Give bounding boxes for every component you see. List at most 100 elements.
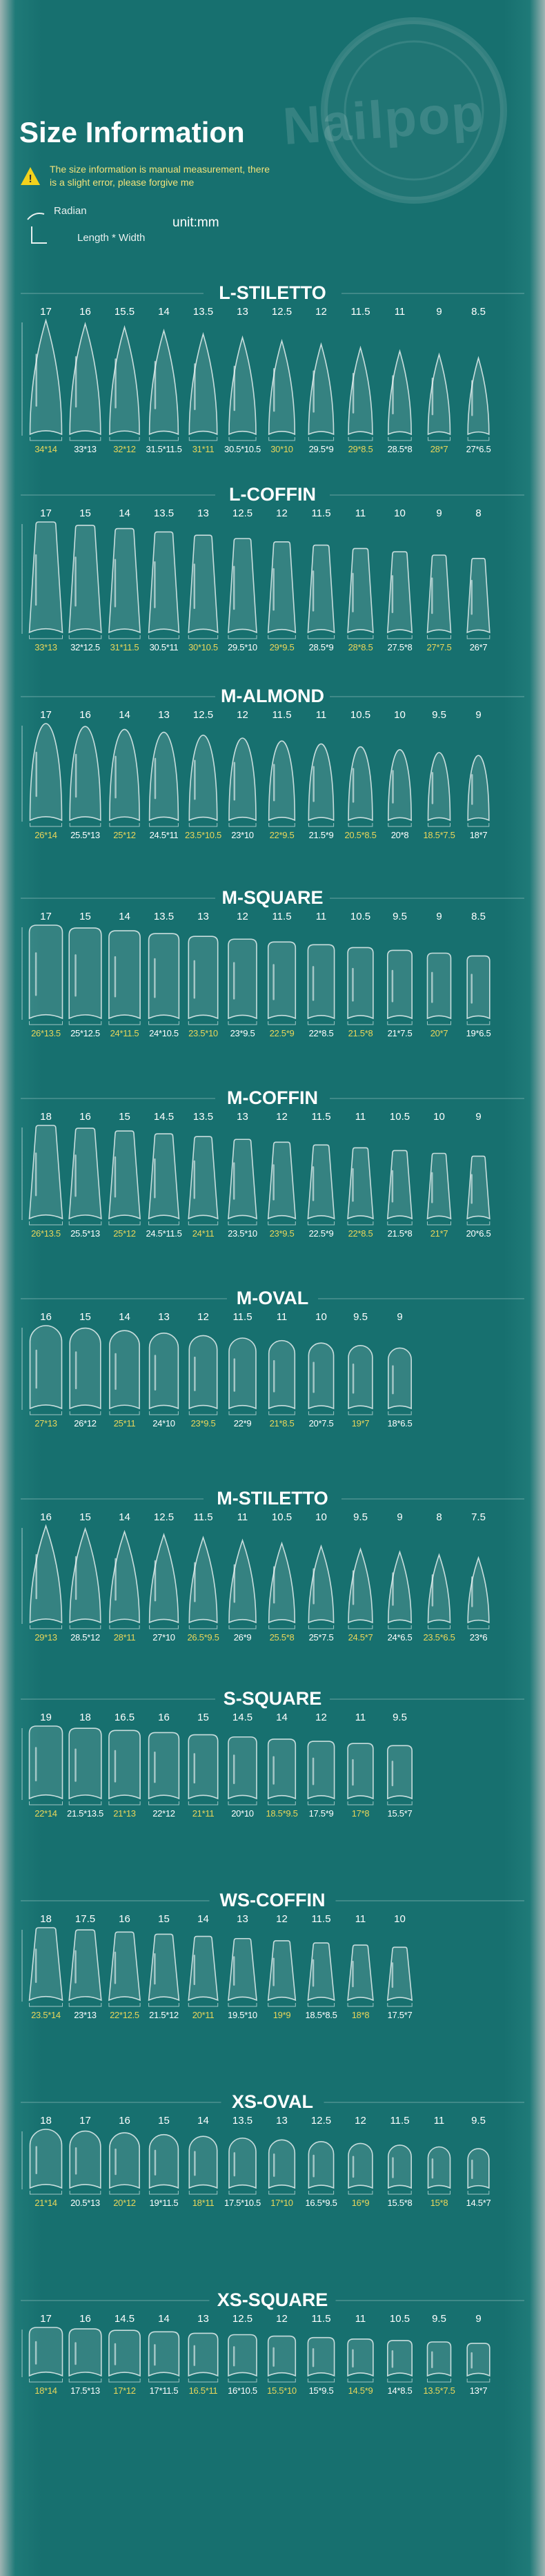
size-label: 14.5*7 [466, 2198, 491, 2208]
size-bracket [68, 1221, 102, 1226]
radian: 10.5 [350, 911, 371, 922]
radian: 11.5 [272, 709, 292, 721]
size-label: 23*10 [231, 830, 254, 840]
nail [188, 1536, 218, 1624]
radian: 15.5 [114, 306, 135, 318]
size-bracket [69, 2191, 101, 2195]
nail [427, 2146, 451, 2189]
size-bracket [427, 635, 451, 639]
nail [28, 924, 63, 1020]
radian: 14 [119, 709, 130, 721]
size-bracket [428, 2191, 450, 2195]
radian: 15 [158, 1913, 170, 1925]
radian: 11.5 [311, 507, 331, 519]
title-mask [204, 289, 341, 298]
radian: 13 [197, 911, 209, 922]
size-label: 20*10 [231, 1808, 254, 1819]
title-mask [221, 2098, 324, 2107]
size-bracket [387, 1221, 413, 1226]
radian: 16.5 [114, 1712, 135, 1723]
size-label: 29*8.5 [348, 444, 373, 454]
title-mask [215, 1695, 330, 1703]
section-title: XS-SQUARE [217, 2289, 328, 2310]
nail [109, 1330, 140, 1410]
nail [188, 936, 219, 1020]
size-label: 18*7 [469, 830, 488, 840]
size-label: 24*10.5 [149, 1028, 179, 1038]
size-label: 29.5*10 [228, 642, 257, 652]
radian: 16 [79, 709, 91, 721]
size-label: 22*12 [152, 1808, 175, 1819]
size-bracket [228, 2003, 257, 2007]
nail [387, 2340, 413, 2377]
size-bracket [68, 635, 102, 639]
radian: 8.5 [471, 306, 486, 318]
size-label: 17*8 [351, 1808, 370, 1819]
size-bracket [467, 2191, 490, 2195]
nail [28, 1725, 63, 1800]
nail [69, 1327, 101, 1410]
size-label: 21.5*13.5 [67, 1808, 103, 1819]
size-bracket [109, 437, 140, 441]
size-label: 17*10 [270, 2198, 293, 2208]
radian: 13 [158, 709, 170, 721]
nail [69, 321, 101, 436]
size-label: 23*9.5 [269, 1228, 295, 1239]
size-label: 14*8.5 [387, 2385, 413, 2396]
nail [387, 1550, 413, 1624]
nail [268, 338, 296, 436]
nail [108, 2330, 141, 2377]
size-label: 19*9 [272, 2010, 291, 2020]
size-bracket [387, 1801, 413, 1805]
radian: 16 [79, 1111, 91, 1123]
radian: 11 [315, 709, 327, 721]
title-mask [215, 1094, 330, 1103]
size-bracket [268, 2003, 296, 2007]
radian: 12.5 [232, 2313, 253, 2325]
nail [307, 1942, 335, 2002]
size-label: 26*9 [233, 1632, 252, 1643]
radian: 12.5 [271, 306, 293, 318]
nail [267, 1940, 297, 2002]
size-bracket [108, 1801, 141, 1805]
radian: 10 [315, 1311, 327, 1323]
size-label: 22.5*9 [308, 1228, 334, 1239]
nail [386, 1150, 413, 1220]
size-bracket [307, 1801, 335, 1805]
size-bracket [108, 2379, 141, 2383]
unit: unit:mm [172, 215, 219, 230]
size-label: 24*11.5 [110, 1028, 139, 1038]
size-label: 15.5*10 [267, 2385, 297, 2396]
radian: 9 [397, 1311, 403, 1323]
nail [268, 2139, 296, 2189]
radian: 11 [355, 2313, 366, 2325]
legend-size: Length * Width [77, 232, 146, 244]
section-title: L-STILETTO [219, 282, 326, 303]
radian: 11 [355, 1712, 366, 1723]
size-label: 30.5*11 [149, 642, 179, 652]
nail [148, 328, 179, 436]
size-label: 22.5*9 [269, 1028, 295, 1038]
nail [347, 1944, 374, 2002]
size-bracket [466, 635, 490, 639]
section-title: XS-OVAL [231, 2091, 313, 2112]
size-bracket [347, 2003, 374, 2007]
nail [108, 930, 141, 1020]
nail [188, 2136, 218, 2189]
radian: 11 [394, 306, 406, 318]
size-bracket [228, 2191, 257, 2195]
radian: 10.5 [350, 709, 371, 721]
nail [108, 527, 141, 634]
radian: 15 [197, 1712, 209, 1723]
radian: 16 [119, 2115, 130, 2127]
size-bracket [149, 1411, 179, 1415]
radian: 14 [158, 306, 170, 318]
nail [68, 1929, 102, 2002]
svg-text:!: ! [28, 173, 32, 185]
size-label: 15*9.5 [308, 2385, 334, 2396]
size-label: 21*8.5 [269, 1418, 295, 1429]
nail [387, 1745, 413, 1800]
nail [348, 2142, 373, 2189]
size-bracket [228, 437, 257, 441]
